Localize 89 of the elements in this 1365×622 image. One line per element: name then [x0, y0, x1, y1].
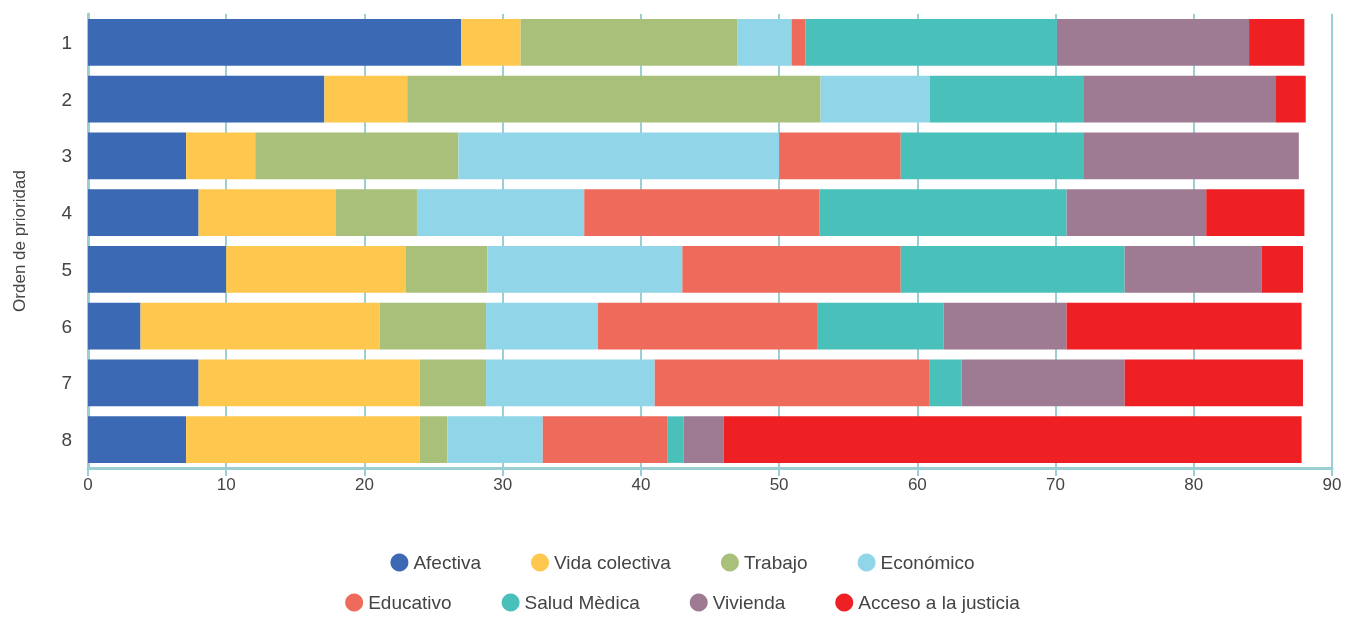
bar	[88, 246, 227, 293]
legend-label: Acceso a la justicia	[858, 592, 1021, 613]
bar	[379, 302, 487, 350]
bar	[461, 19, 521, 66]
bar	[682, 246, 901, 293]
bar	[542, 416, 668, 463]
bar	[226, 246, 406, 293]
bar	[943, 302, 1067, 350]
legend-label: Educativo	[368, 592, 452, 613]
bar	[335, 189, 417, 236]
bar	[667, 416, 684, 463]
bar	[198, 359, 420, 407]
x-tick-label: 90	[1322, 475, 1342, 494]
bar	[1066, 302, 1302, 350]
bar	[407, 75, 821, 123]
x-tick-label: 40	[631, 475, 651, 494]
bar	[88, 75, 325, 123]
bar	[1083, 75, 1276, 123]
legend-label: Vivienda	[712, 592, 786, 613]
y-tick-label: 6	[61, 315, 72, 337]
bar	[186, 416, 420, 463]
x-tick-label: 30	[493, 475, 513, 494]
bar	[1083, 132, 1299, 180]
bar	[1249, 19, 1305, 66]
y-tick-label: 5	[61, 258, 72, 280]
bar	[1124, 359, 1303, 407]
bar	[584, 189, 820, 236]
bar	[791, 19, 806, 66]
bar	[186, 132, 256, 180]
y-tick-label: 3	[61, 145, 72, 167]
y-tick-label: 4	[61, 202, 73, 224]
x-tick-label: 0	[83, 475, 93, 494]
x-tick-label: 10	[216, 475, 236, 494]
bar	[88, 132, 187, 180]
bar	[683, 416, 724, 463]
bar	[520, 19, 738, 66]
bar	[1261, 246, 1303, 293]
bar	[1066, 189, 1207, 236]
y-tick-label: 7	[61, 372, 72, 394]
bar	[737, 19, 792, 66]
bar	[419, 359, 487, 407]
bar	[255, 132, 459, 180]
bar	[88, 189, 199, 236]
bar	[487, 246, 683, 293]
y-tick-label: 1	[61, 31, 72, 53]
bar	[929, 75, 1084, 123]
legend-label: Afectiva	[413, 552, 482, 573]
bar	[1206, 189, 1305, 236]
bar	[88, 19, 462, 66]
bar	[654, 359, 930, 407]
bar	[900, 132, 1084, 180]
bar	[1124, 246, 1262, 293]
bar	[929, 359, 962, 407]
x-tick-label: 20	[354, 475, 374, 494]
bar	[447, 416, 543, 463]
bar	[723, 416, 1302, 463]
bar	[1275, 75, 1306, 123]
bar	[405, 246, 488, 293]
bar	[140, 302, 380, 350]
bar	[598, 302, 818, 350]
bar	[820, 75, 930, 123]
bar	[805, 19, 1057, 66]
legend-label: Económico	[880, 552, 975, 573]
bar	[961, 359, 1125, 407]
y-tick-label: 2	[61, 88, 72, 110]
bar	[819, 189, 1067, 236]
bar	[817, 302, 944, 350]
x-tick-label: 60	[907, 475, 927, 494]
bar	[88, 302, 141, 350]
bar	[486, 302, 599, 350]
bar	[779, 132, 901, 180]
x-tick-label: 70	[1046, 475, 1066, 494]
x-tick-label: 80	[1184, 475, 1204, 494]
legend-label: Salud Mèdica	[524, 592, 641, 613]
bar	[458, 132, 780, 180]
legend-label: Trabajo	[743, 552, 808, 573]
y-axis-title: Orden de prioridad	[10, 170, 29, 312]
bar	[88, 359, 199, 407]
bar	[1056, 19, 1250, 66]
bar	[416, 189, 585, 236]
x-tick-label: 50	[769, 475, 789, 494]
bar	[419, 416, 448, 463]
bar	[900, 246, 1125, 293]
legend-label: Vida colectiva	[554, 552, 672, 573]
bar	[88, 416, 187, 463]
bar	[198, 189, 336, 236]
bar	[486, 359, 655, 407]
bar	[324, 75, 408, 123]
y-tick-label: 8	[61, 429, 72, 451]
